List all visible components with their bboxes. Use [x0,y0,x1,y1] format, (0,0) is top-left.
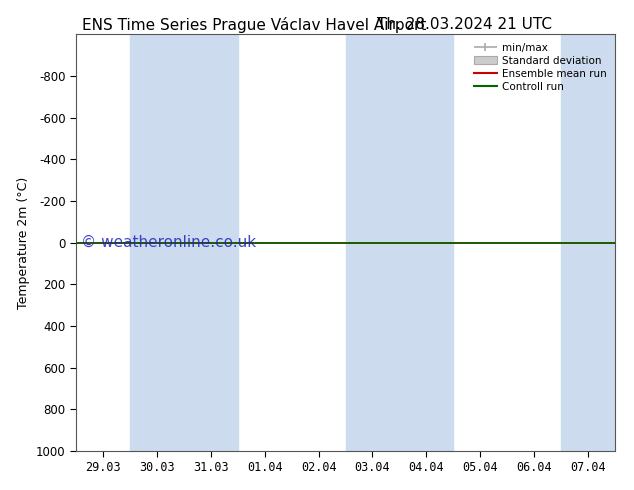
Bar [346,34,453,451]
Y-axis label: Temperature 2m (°C): Temperature 2m (°C) [18,176,30,309]
Bar [130,34,238,451]
Bar [561,34,631,451]
Text: ENS Time Series Prague Václav Havel Airport: ENS Time Series Prague Václav Havel Airp… [82,17,427,33]
Legend: min/max, Standard deviation, Ensemble mean run, Controll run: min/max, Standard deviation, Ensemble me… [470,40,610,95]
Text: © weatheronline.co.uk: © weatheronline.co.uk [81,235,257,250]
Text: Th. 28.03.2024 21 UTC: Th. 28.03.2024 21 UTC [377,17,552,32]
